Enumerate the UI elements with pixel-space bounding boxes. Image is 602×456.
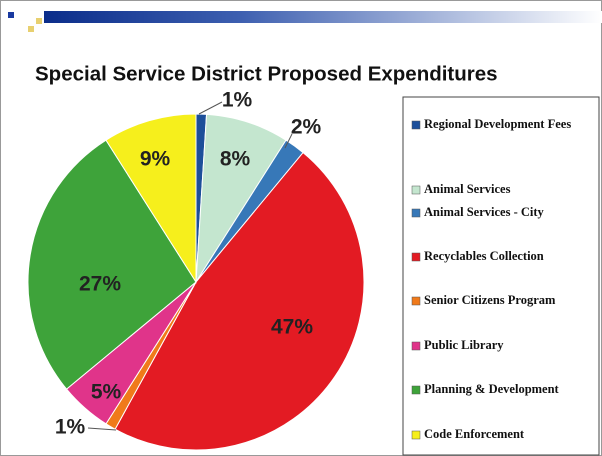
legend-label: Senior Citizens Program: [424, 293, 556, 307]
leader-line: [198, 101, 223, 115]
deco-square: [28, 26, 34, 32]
chart-title: Special Service District Proposed Expend…: [35, 62, 498, 85]
pie-slice: [27, 139, 197, 390]
legend-swatch: [411, 120, 421, 130]
leader-line: [284, 133, 293, 149]
legend-label: Public Library: [424, 338, 504, 352]
leader-line: [87, 427, 117, 431]
slice-label: 27%: [79, 273, 121, 296]
slice-label: 5%: [91, 381, 122, 404]
legend-label: Regional Development Fees: [424, 117, 571, 131]
legend-swatch: [411, 208, 421, 218]
slice-label: 1%: [55, 416, 86, 439]
legend-box: [402, 96, 600, 456]
legend-swatch: [411, 385, 421, 395]
pie-slice: [114, 151, 365, 451]
legend-label: Recyclables Collection: [424, 249, 544, 263]
slice-label: 47%: [271, 316, 313, 339]
header-bar: [44, 11, 602, 23]
legend-swatch: [411, 296, 421, 306]
legend-label: Animal Services: [424, 182, 511, 196]
deco-square: [36, 18, 42, 24]
pie-slice: [105, 113, 197, 284]
legend-swatch: [411, 341, 421, 351]
legend-swatch: [411, 185, 421, 195]
legend-label: Animal Services - City: [424, 205, 545, 219]
legend-swatch: [411, 252, 421, 262]
legend-label: Planning & Development: [424, 382, 560, 396]
legend-label: Code Enforcement: [424, 427, 525, 441]
deco-square: [8, 12, 14, 18]
slice-label: 8%: [220, 148, 251, 171]
slice-label: 9%: [140, 148, 171, 171]
slice-label: 2%: [291, 116, 322, 139]
slice-label: 1%: [222, 89, 253, 112]
legend-swatch: [411, 430, 421, 440]
